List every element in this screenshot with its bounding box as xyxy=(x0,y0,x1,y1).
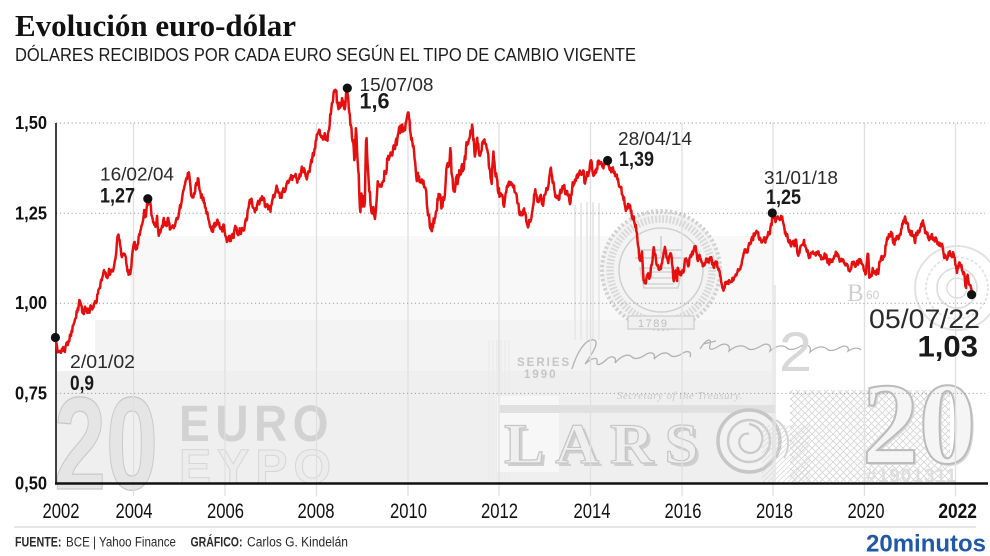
svg-text:15/07/08: 15/07/08 xyxy=(360,74,434,95)
svg-text:05/07/22: 05/07/22 xyxy=(869,304,980,334)
svg-text:1990: 1990 xyxy=(524,369,558,381)
svg-text:2004: 2004 xyxy=(116,499,153,523)
svg-text:0,50: 0,50 xyxy=(15,474,47,494)
svg-text:20: 20 xyxy=(54,370,158,517)
svg-text:LARS: LARS xyxy=(507,416,712,479)
svg-text:0,75: 0,75 xyxy=(15,383,47,403)
svg-text:1,00: 1,00 xyxy=(15,293,47,313)
svg-text:2006: 2006 xyxy=(207,499,244,523)
svg-text:2018: 2018 xyxy=(756,499,793,523)
svg-text:60: 60 xyxy=(866,288,880,302)
svg-text:0,9: 0,9 xyxy=(70,372,94,395)
svg-text:GRÁFICO:: GRÁFICO: xyxy=(191,535,243,550)
svg-text:2016: 2016 xyxy=(665,499,702,523)
svg-text:1,25: 1,25 xyxy=(766,186,801,209)
svg-text:2002: 2002 xyxy=(43,499,80,523)
svg-text:1,39: 1,39 xyxy=(619,148,654,171)
svg-text:Carlos G. Kindelán: Carlos G. Kindelán xyxy=(247,535,348,550)
svg-text:20: 20 xyxy=(862,360,976,489)
svg-text:BCE | Yahoo Finance: BCE | Yahoo Finance xyxy=(66,535,176,550)
svg-text:EYPO: EYPO xyxy=(179,441,337,494)
svg-text:2010: 2010 xyxy=(390,499,427,523)
svg-text:1,25: 1,25 xyxy=(15,203,47,223)
svg-text:B: B xyxy=(847,280,864,307)
svg-text:#1901311: #1901311 xyxy=(866,466,958,487)
svg-text:2: 2 xyxy=(779,320,812,383)
svg-text:2020: 2020 xyxy=(848,499,885,523)
svg-text:31/01/18: 31/01/18 xyxy=(764,167,838,188)
svg-text:Secretary of the Treasury.: Secretary of the Treasury. xyxy=(617,390,743,402)
svg-text:SERIES: SERIES xyxy=(517,357,571,369)
svg-text:2012: 2012 xyxy=(481,499,518,523)
svg-text:28/04/14: 28/04/14 xyxy=(618,128,692,149)
svg-text:2/01/02: 2/01/02 xyxy=(70,351,135,372)
svg-text:16/02/04: 16/02/04 xyxy=(100,164,174,185)
svg-text:1789: 1789 xyxy=(638,318,668,330)
svg-text:1,50: 1,50 xyxy=(15,113,47,133)
svg-text:1,6: 1,6 xyxy=(360,89,390,114)
svg-text:2008: 2008 xyxy=(298,499,335,523)
svg-text:20minutos: 20minutos xyxy=(866,531,986,556)
svg-text:DÓLARES RECIBIDOS POR CADA EUR: DÓLARES RECIBIDOS POR CADA EURO SEGÚN EL… xyxy=(15,44,636,65)
svg-text:FUENTE:: FUENTE: xyxy=(15,535,62,550)
svg-text:LARS: LARS xyxy=(504,413,709,476)
svg-text:1,03: 1,03 xyxy=(918,331,979,364)
svg-text:2022: 2022 xyxy=(938,499,977,523)
svg-text:20: 20 xyxy=(864,362,978,491)
svg-text:EURO: EURO xyxy=(179,395,334,452)
svg-text:2014: 2014 xyxy=(574,499,611,523)
svg-text:1,27: 1,27 xyxy=(100,185,135,208)
